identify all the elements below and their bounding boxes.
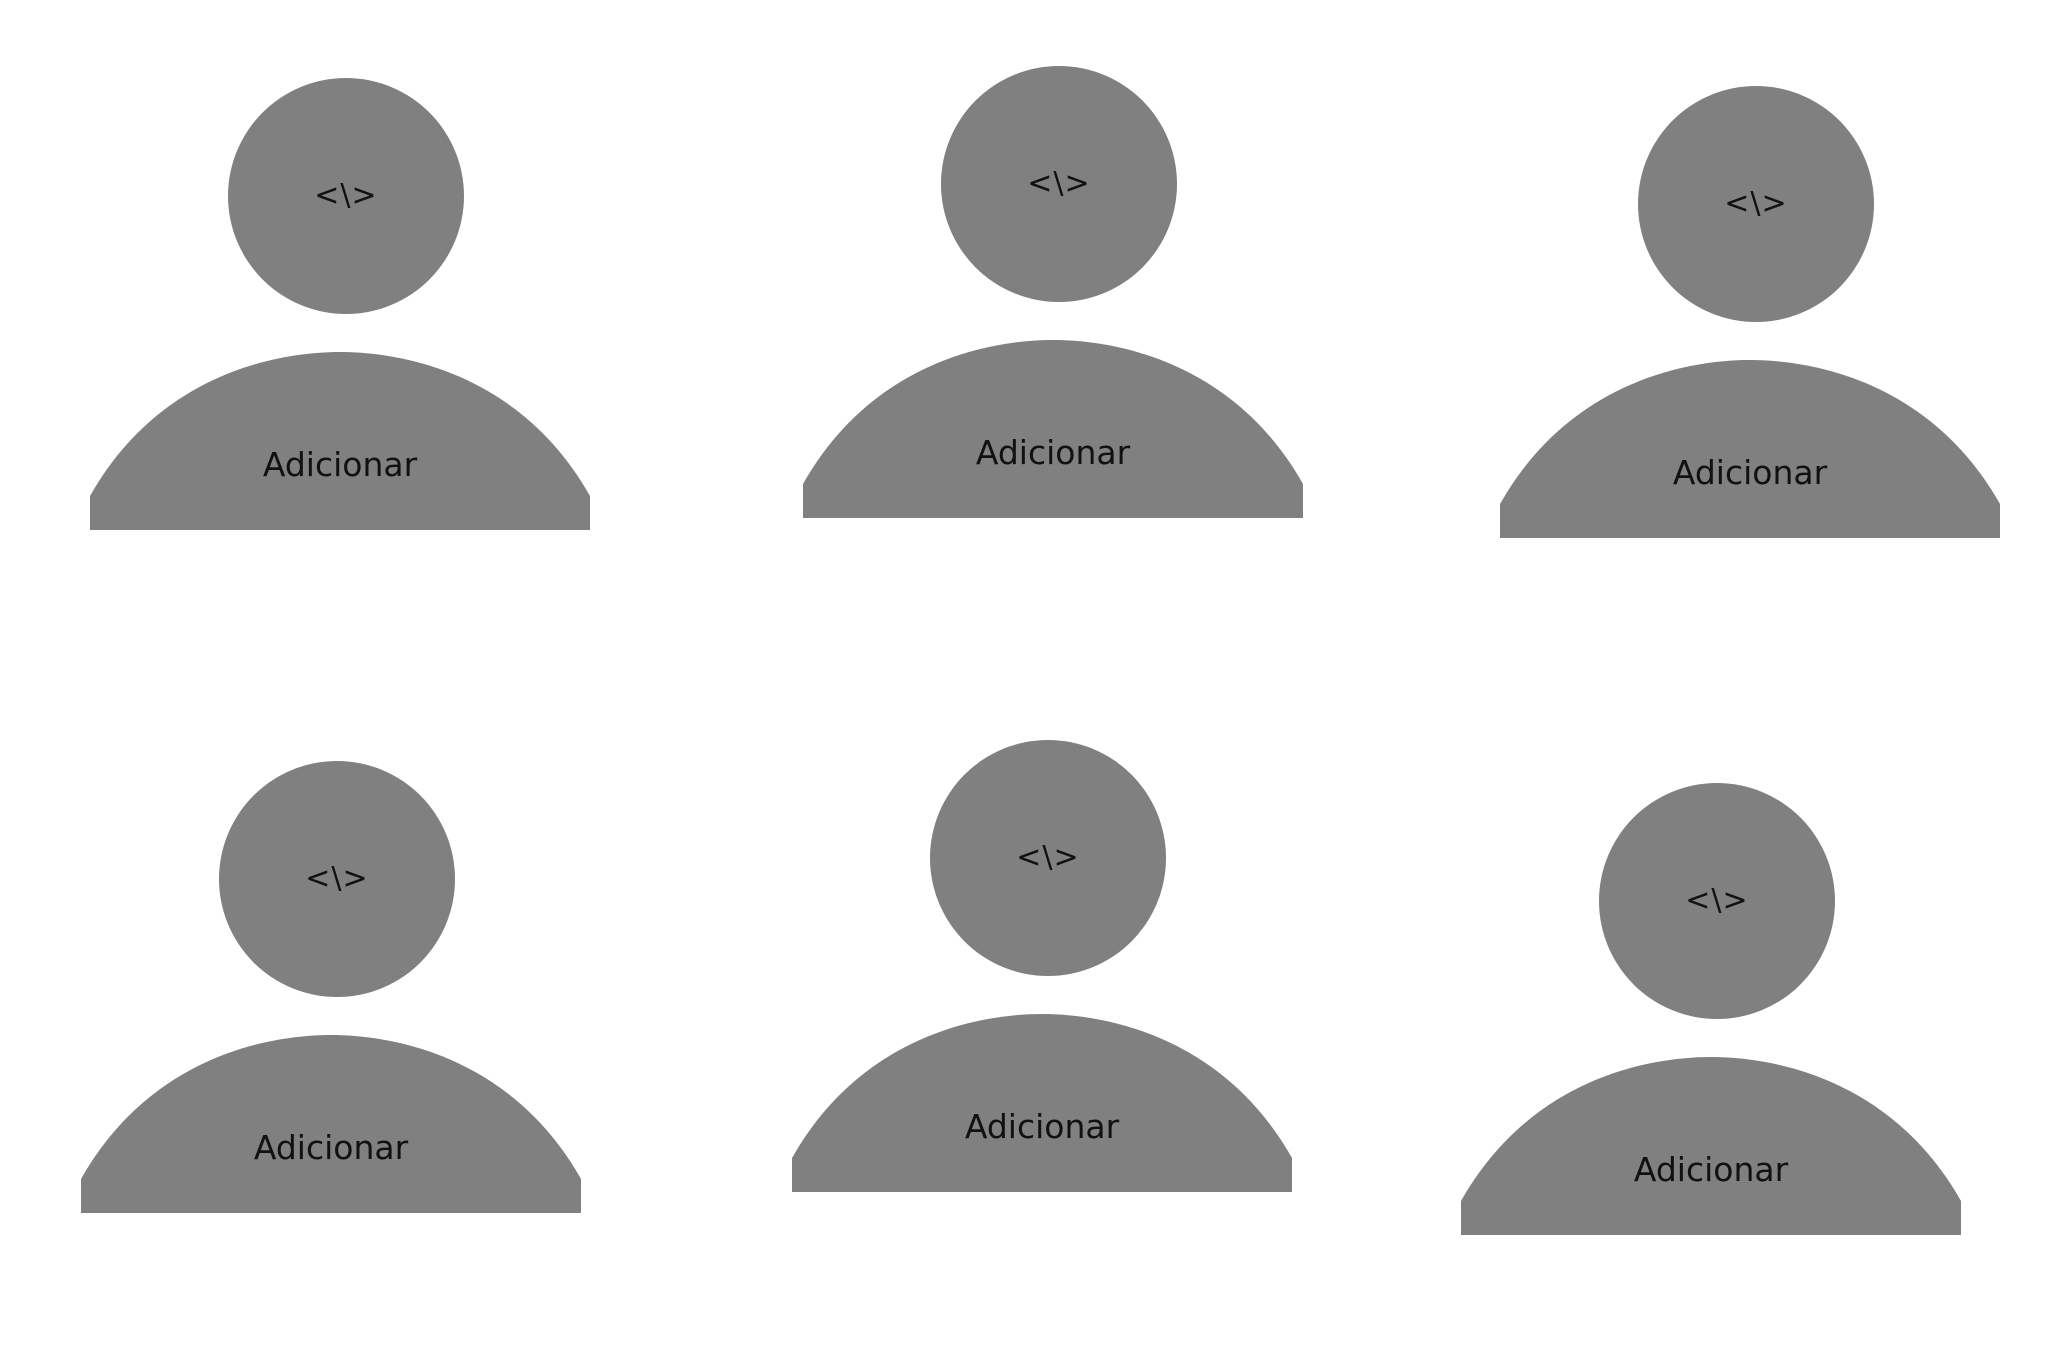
add-label: Adicionar [262, 445, 418, 484]
code-icon: <\> [1685, 883, 1749, 918]
avatar-card: <\> Adicionar [792, 740, 1292, 1210]
avatar-head[interactable]: <\> [1638, 86, 1874, 322]
avatar-body-shape [90, 352, 590, 530]
avatar-body-shape [792, 1014, 1292, 1192]
add-button[interactable]: Adicionar [803, 340, 1303, 518]
add-button[interactable]: Adicionar [792, 1014, 1292, 1192]
avatar-body-shape [81, 1035, 581, 1213]
avatar-head[interactable]: <\> [930, 740, 1166, 976]
avatar-card: <\> Adicionar [1461, 783, 1961, 1253]
avatar-card: <\> Adicionar [90, 78, 590, 548]
avatar-head[interactable]: <\> [1599, 783, 1835, 1019]
code-icon: <\> [1027, 166, 1091, 201]
add-label: Adicionar [1672, 453, 1828, 492]
code-icon: <\> [314, 178, 378, 213]
add-button[interactable]: Adicionar [1500, 360, 2000, 538]
avatar-body-shape [1500, 360, 2000, 538]
add-label: Adicionar [964, 1107, 1120, 1146]
avatar-card: <\> Adicionar [1500, 86, 2000, 556]
add-button[interactable]: Adicionar [90, 352, 590, 530]
code-icon: <\> [1016, 840, 1080, 875]
avatar-card: <\> Adicionar [803, 66, 1303, 536]
add-label: Adicionar [1633, 1150, 1789, 1189]
avatar-body-shape [1461, 1057, 1961, 1235]
avatar-head[interactable]: <\> [941, 66, 1177, 302]
add-button[interactable]: Adicionar [81, 1035, 581, 1213]
add-label: Adicionar [975, 433, 1131, 472]
code-icon: <\> [1724, 186, 1788, 221]
add-button[interactable]: Adicionar [1461, 1057, 1961, 1235]
avatar-head[interactable]: <\> [228, 78, 464, 314]
avatar-card: <\> Adicionar [81, 761, 581, 1231]
avatar-body-shape [803, 340, 1303, 518]
add-label: Adicionar [253, 1128, 409, 1167]
code-icon: <\> [305, 861, 369, 896]
avatar-head[interactable]: <\> [219, 761, 455, 997]
